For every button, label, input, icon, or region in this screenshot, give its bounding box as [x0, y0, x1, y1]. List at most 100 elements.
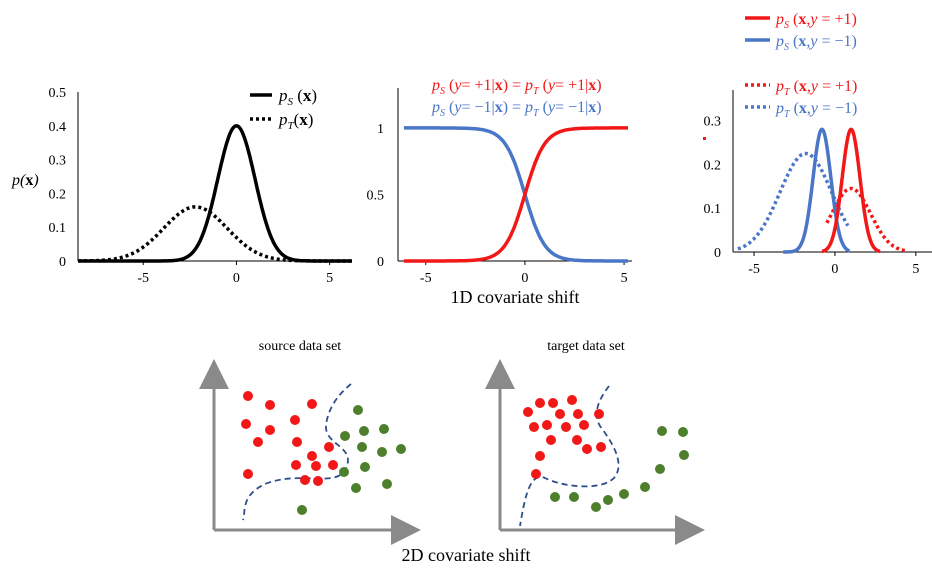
legend-cond-minus1: pS (y= −1|x) = pT (y= −1|x): [431, 99, 602, 119]
x-tick-label: 5: [621, 271, 628, 286]
legend-joint-T-plus1: pT (x,y = +1): [775, 78, 857, 98]
source-decision-boundary: [242, 383, 352, 521]
data-point: [596, 442, 606, 452]
curve-pT-x-y-minus1: [737, 151, 850, 251]
panel-conditional: -5 0 5 0 0.5 1 pS (y= +1|x) = pT (y= +1|x) pS…: [367, 77, 632, 307]
curve-pS-x-y-minus1: [783, 127, 851, 254]
source-red-points: [241, 391, 338, 486]
x-tick-label: 0: [233, 271, 240, 286]
data-point: [300, 475, 310, 485]
data-point: [603, 495, 613, 505]
data-point: [243, 391, 253, 401]
curve-pS-x: [78, 124, 352, 263]
data-point: [265, 425, 275, 435]
data-point: [253, 437, 263, 447]
data-point: [535, 398, 545, 408]
panel2-ticks: -5 0 5 0 0.5 1: [367, 122, 628, 286]
panel-marginal-density: p(x) -5 0 5 0 0.1 0.2 0.3 0.4 0.5 pS (x) pT(x): [11, 86, 352, 286]
legend-joint-S-minus1: pS (x,y = −1): [775, 33, 857, 53]
legend-joint-S-plus1: pS (x,y = +1): [775, 11, 857, 31]
data-point: [290, 415, 300, 425]
x-tick-label: 0: [521, 271, 528, 286]
data-point: [340, 431, 350, 441]
data-point: [382, 479, 392, 489]
curve-pT-x: [78, 205, 352, 263]
data-point: [311, 461, 321, 471]
panel1-ticks: -5 0 5 0 0.1 0.2 0.3 0.4 0.5: [49, 86, 334, 286]
data-point: [546, 435, 556, 445]
data-point: [307, 399, 317, 409]
data-point: [591, 502, 601, 512]
data-point: [567, 395, 577, 405]
data-point: [655, 464, 665, 474]
data-point: [561, 422, 571, 432]
data-point: [360, 462, 370, 472]
x-tick-label: -5: [748, 262, 760, 277]
legend-pS-label: pS (x): [278, 86, 317, 108]
y-tick-label: 0: [714, 246, 721, 261]
y-tick-label: 0.3: [704, 115, 722, 130]
panel-target-data-set: target data set: [485, 339, 705, 545]
data-point: [550, 492, 560, 502]
data-point: [573, 409, 583, 419]
data-point: [619, 489, 629, 499]
curve-p-y-plus1-given-x: [403, 126, 628, 263]
target-decision-boundary: [519, 385, 620, 527]
x-tick-label: 5: [326, 271, 333, 286]
data-point: [594, 409, 604, 419]
x-tick-label: 0: [831, 262, 838, 277]
bottom-caption: 2D covariate shift: [402, 545, 531, 565]
y-tick-label: 0.5: [367, 188, 385, 203]
data-point: [307, 451, 317, 461]
source-green-points: [297, 405, 406, 515]
data-point: [579, 420, 589, 430]
y-tick-label: 0.1: [704, 202, 722, 217]
y-tick-label: 0.2: [704, 158, 722, 173]
data-point: [351, 483, 361, 493]
data-point: [679, 450, 689, 460]
legend-pT-label: pT(x): [278, 110, 313, 132]
x-tick-label: -5: [137, 271, 149, 286]
data-point: [339, 467, 349, 477]
data-point: [548, 398, 558, 408]
data-point: [555, 409, 565, 419]
stray-red-mark: [703, 137, 706, 140]
panel2-xlabel: 1D covariate shift: [451, 287, 580, 307]
panel-source-data-set: source data set: [199, 339, 421, 545]
data-point: [523, 407, 533, 417]
y-tick-label: 1: [377, 122, 384, 137]
y-tick-label: 0.5: [49, 86, 67, 101]
data-point: [265, 400, 275, 410]
data-point: [328, 460, 338, 470]
data-point: [359, 426, 369, 436]
y-tick-label: 0.4: [49, 120, 67, 135]
y-tick-label: 0.3: [49, 154, 67, 169]
y-tick-label: 0.1: [49, 221, 67, 236]
data-point: [531, 469, 541, 479]
data-point: [379, 424, 389, 434]
target-title: target data set: [547, 339, 625, 354]
legend-cond-plus1: pS (y= +1|x) = pT (y= +1|x): [431, 77, 602, 97]
data-point: [313, 476, 323, 486]
data-point: [353, 405, 363, 415]
y-tick-label: 0: [59, 255, 66, 270]
data-point: [396, 444, 406, 454]
data-point: [640, 482, 650, 492]
data-point: [357, 442, 367, 452]
y-tick-label: 0: [377, 255, 384, 270]
target-green-points: [550, 426, 689, 512]
data-point: [657, 426, 667, 436]
data-point: [324, 442, 334, 452]
legend-joint-T-minus1: pT (x,y = −1): [775, 100, 857, 120]
panel1-ylabel: p(x): [11, 172, 39, 189]
x-tick-label: -5: [420, 271, 432, 286]
target-red-points: [523, 395, 606, 479]
x-tick-label: 5: [912, 262, 919, 277]
y-tick-label: 0.2: [49, 187, 67, 202]
source-title: source data set: [259, 339, 342, 354]
data-point: [292, 437, 302, 447]
data-point: [243, 469, 253, 479]
data-point: [377, 447, 387, 457]
data-point: [291, 460, 301, 470]
